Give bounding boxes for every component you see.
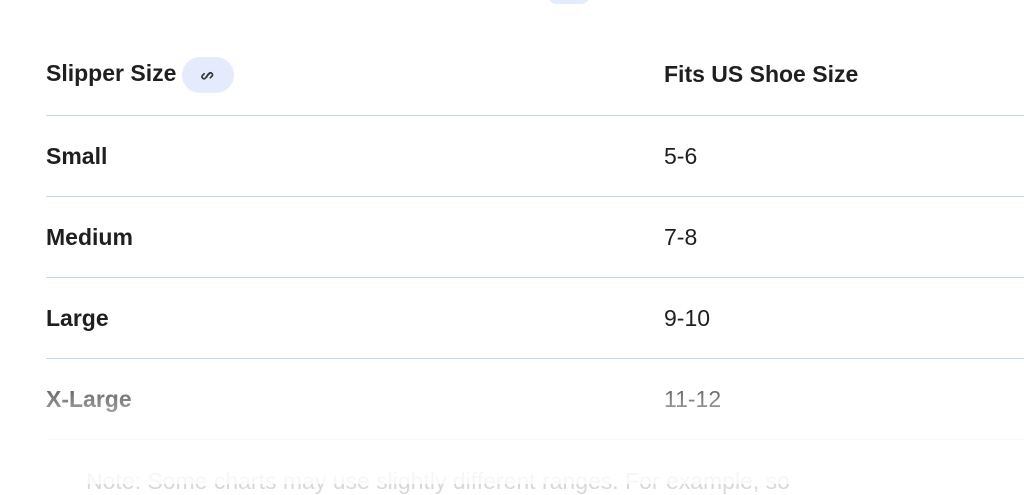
slipper-size-cell: Medium <box>46 196 664 278</box>
header-label: Slipper Size <box>46 59 177 86</box>
shoe-size-cell: 5-6 <box>664 115 1024 197</box>
header-fits-us-shoe-size: Fits US Shoe Size <box>664 34 1024 116</box>
slipper-size-cell: Large <box>46 277 664 359</box>
table-header-row: Slipper Size Fits US Shoe Size <box>46 34 1024 116</box>
shoe-size-cell: 9-10 <box>664 277 1024 359</box>
note-text: Note: Some charts may use slightly diffe… <box>86 468 790 494</box>
table-row: X-Large 11-12 <box>46 358 1024 440</box>
slipper-size-cell: Small <box>46 115 664 197</box>
top-chip[interactable] <box>548 0 590 4</box>
shoe-size-cell: 7-8 <box>664 196 1024 278</box>
size-table: Slipper Size Fits US Shoe Size Small 5-6 … <box>46 34 1024 440</box>
table-row: Medium 7-8 <box>46 196 1024 278</box>
header-slipper-size: Slipper Size <box>46 34 664 116</box>
table-row: Large 9-10 <box>46 277 1024 359</box>
copy-link-button[interactable] <box>182 56 235 93</box>
slipper-size-cell: X-Large <box>46 358 664 440</box>
shoe-size-cell: 11-12 <box>664 358 1024 440</box>
link-icon <box>201 71 214 79</box>
table-row: Small 5-6 <box>46 115 1024 197</box>
